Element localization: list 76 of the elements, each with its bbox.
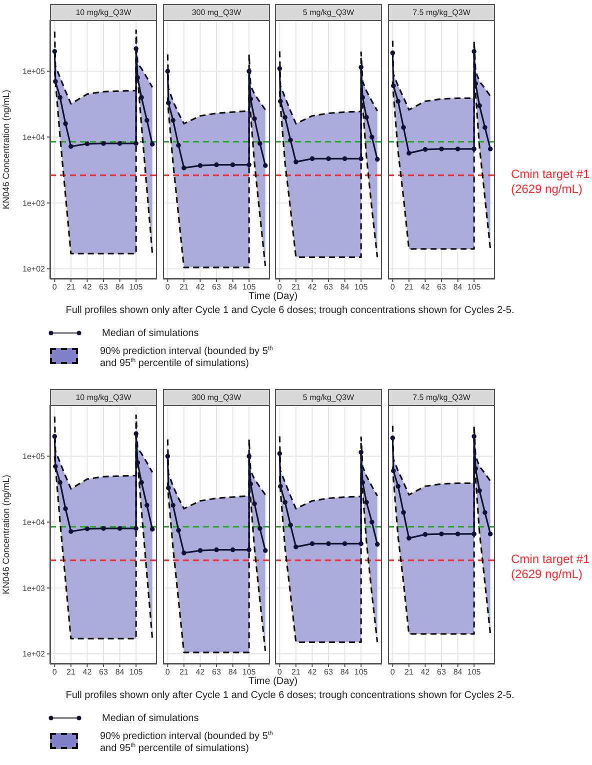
x-tick-label: 0 <box>165 282 170 292</box>
x-tick-label: 21 <box>291 282 301 292</box>
x-tick-label: 105 <box>242 668 256 677</box>
x-tick-label: 42 <box>308 282 318 292</box>
x-tick-label: 42 <box>420 282 430 292</box>
y-tick-label: 1e+04 <box>22 518 46 527</box>
x-tick-label: 42 <box>196 668 206 677</box>
chart-title: 300 mg_Q3W <box>163 389 270 406</box>
x-tick-label: 84 <box>115 282 125 292</box>
ref-line-label: Cmin target #1 (2629 ng/mL) <box>511 167 590 198</box>
x-tick-label: 84 <box>340 668 350 677</box>
x-tick-label: 21 <box>179 668 189 677</box>
x-tick-label: 21 <box>66 282 76 292</box>
x-tick-label: 63 <box>212 282 222 292</box>
x-tick-label: 21 <box>404 668 414 677</box>
chart-title: 5 mg/kg_Q3W <box>275 4 382 21</box>
text: Full profiles shown only after Cycle 1 and Cycle 6 doses; trough concentrations shown for Cycles 2-5. <box>66 305 514 316</box>
x-tick-label: 42 <box>82 282 92 292</box>
x-tick-label: 105 <box>467 282 482 292</box>
x-tick-label: 105 <box>129 282 144 292</box>
x-tick-label: 105 <box>242 282 256 292</box>
x-tick-label: 63 <box>324 282 334 292</box>
x-tick-label: 84 <box>340 282 350 292</box>
x-tick-label: 63 <box>437 668 446 677</box>
x-tick-label: 42 <box>196 282 206 292</box>
x-tick-label: 63 <box>324 668 334 677</box>
chart-title: 7.5 mg/kg_Q3W <box>388 389 495 406</box>
chart-title: 5 mg/kg_Q3W <box>275 389 382 406</box>
y-axis-title: KN046 Concentration (ng/mL) <box>1 474 12 594</box>
x-tick-label: 0 <box>52 668 58 677</box>
y-tick-label: 1e+03 <box>22 198 46 208</box>
x-tick-label: 105 <box>354 282 368 292</box>
x-tick-label: 0 <box>165 668 170 677</box>
x-tick-label: 21 <box>66 668 76 677</box>
x-tick-label: 42 <box>82 668 92 677</box>
x-axis-title: Time (Day) <box>247 676 299 687</box>
x-tick-label: 84 <box>228 668 238 677</box>
x-tick-label: 84 <box>453 668 463 677</box>
legend-label: Median of simulations <box>102 328 199 338</box>
y-axis-title: KN046 Concentration (ng/mL) <box>1 90 12 210</box>
x-tick-label: 105 <box>467 668 482 677</box>
x-tick-label: 105 <box>129 668 144 677</box>
chart-title: 7.5 mg/kg_Q3W <box>388 4 495 21</box>
text: Full profiles shown only after Cycle 1 and Cycle 6 doses; trough concentrations shown for Cycles 2-5. <box>66 690 514 701</box>
x-tick-label: 21 <box>291 668 301 677</box>
x-tick-label: 63 <box>212 668 222 677</box>
x-tick-label: 63 <box>99 668 108 677</box>
x-tick-label: 63 <box>99 282 108 292</box>
x-axis-title: Time (Day) <box>247 291 299 302</box>
x-tick-label: 42 <box>420 668 430 677</box>
text: 90% prediction interval (bounded by 5$^{th}$ and 95$^{th}$ percentile of simulations) <box>100 731 273 754</box>
x-tick-label: 105 <box>354 668 368 677</box>
chart-title: 10 mg/kg_Q3W <box>50 389 157 406</box>
y-tick-label: 1e+03 <box>22 584 46 593</box>
ref-line-label: Cmin target #1 (2629 ng/mL) <box>511 552 590 582</box>
x-tick-label: 0 <box>52 282 58 292</box>
y-tick-label: 1e+05 <box>22 67 46 76</box>
x-tick-label: 0 <box>390 282 396 292</box>
x-tick-label: 21 <box>404 282 414 292</box>
x-tick-label: 63 <box>437 282 446 292</box>
text: 90% prediction interval (bounded by 5$^{th}$ and 95$^{th}$ percentile of simulations) <box>100 346 273 369</box>
y-tick-label: 1e+05 <box>22 452 46 462</box>
x-tick-label: 84 <box>228 282 238 292</box>
x-tick-label: 42 <box>308 668 318 677</box>
x-tick-label: 21 <box>179 282 189 292</box>
x-tick-label: 0 <box>277 668 282 677</box>
y-tick-label: 1e+02 <box>22 650 46 659</box>
legend-label: Median of simulations <box>102 712 199 724</box>
y-tick-label: 1e+04 <box>22 132 46 142</box>
chart-title: 300 mg_Q3W <box>163 4 270 21</box>
chart-title: 10 mg/kg_Q3W <box>50 4 157 21</box>
x-tick-label: 0 <box>390 668 396 677</box>
x-tick-label: 84 <box>115 668 125 677</box>
x-tick-label: 84 <box>453 282 463 292</box>
x-tick-label: 0 <box>277 282 282 292</box>
y-tick-label: 1e+02 <box>22 264 46 274</box>
